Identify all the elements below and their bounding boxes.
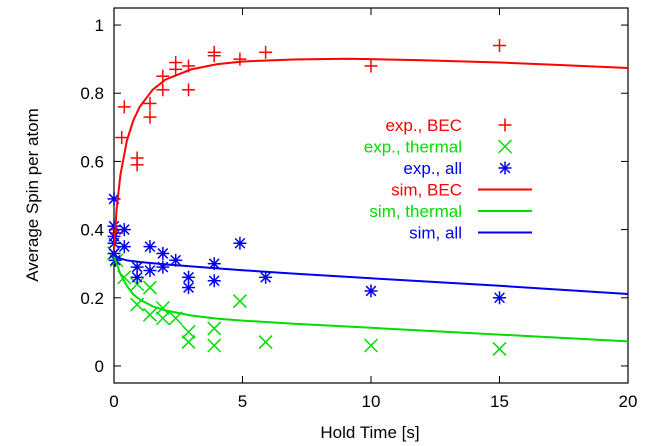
data-point xyxy=(259,45,273,59)
series-sim-all xyxy=(113,252,629,295)
y-tick-label: 0.6 xyxy=(80,152,104,171)
series-sim-bec xyxy=(113,57,629,251)
data-point xyxy=(182,270,196,284)
legend-label: exp., BEC xyxy=(385,116,462,135)
data-point xyxy=(493,39,506,52)
data-point xyxy=(169,253,183,267)
y-tick-label: 0.4 xyxy=(80,221,104,240)
data-point xyxy=(155,311,170,326)
y-axis-label: Average Spin per atom xyxy=(23,108,42,282)
y-tick-label: 0 xyxy=(95,357,104,376)
data-point xyxy=(259,270,273,284)
x-tick-label: 0 xyxy=(109,392,118,411)
legend-label: sim, all xyxy=(409,224,462,243)
legend-marker-sample xyxy=(497,139,513,154)
series-line xyxy=(113,57,629,251)
data-point xyxy=(142,280,158,295)
data-point xyxy=(143,96,157,110)
data-point xyxy=(207,321,222,336)
data-point xyxy=(232,294,247,309)
data-point xyxy=(364,59,378,73)
data-point xyxy=(492,341,507,356)
series-line xyxy=(113,256,629,343)
data-point xyxy=(115,131,129,145)
data-point xyxy=(233,236,247,250)
series-line xyxy=(113,252,629,295)
y-tick-label: 1 xyxy=(95,16,104,35)
x-tick-label: 10 xyxy=(362,392,381,411)
data-point xyxy=(143,264,157,277)
axis-ticks: 0 5 10 15 20 0 0.2 0.4 0.6 0.8 1 xyxy=(80,8,637,411)
data-point xyxy=(207,274,221,288)
data-point xyxy=(143,240,157,254)
y-tick-label: 0.2 xyxy=(80,289,104,308)
legend-label: exp., all xyxy=(403,159,462,178)
data-point xyxy=(156,246,170,260)
data-point xyxy=(156,83,170,97)
data-point xyxy=(181,324,196,339)
data-point xyxy=(493,291,506,305)
data-point xyxy=(258,335,273,350)
data-point xyxy=(363,338,379,353)
x-tick-label: 5 xyxy=(238,392,247,411)
data-point xyxy=(117,100,131,114)
legend-label: exp., thermal xyxy=(364,138,462,157)
legend-label: sim, BEC xyxy=(391,181,462,200)
data-point xyxy=(207,45,221,59)
x-axis-label: Hold Time [s] xyxy=(320,423,419,442)
data-point xyxy=(169,56,183,70)
data-point xyxy=(143,110,157,124)
legend-marker-sample xyxy=(498,161,512,175)
legend-marker-sample xyxy=(498,118,512,132)
data-point xyxy=(142,307,158,322)
data-point xyxy=(182,83,196,97)
data-point xyxy=(156,260,170,274)
data-point xyxy=(117,223,131,237)
data-point xyxy=(117,240,131,254)
data-point xyxy=(130,260,144,274)
data-point xyxy=(207,338,222,353)
series-exp-thermal xyxy=(106,246,507,356)
legend: exp., BEC exp., thermal exp., all sim, BEC s… xyxy=(364,116,532,243)
data-point xyxy=(233,52,247,66)
legend-label: sim, thermal xyxy=(369,202,462,221)
x-tick-label: 20 xyxy=(619,392,638,411)
series-sim-thermal xyxy=(113,256,629,343)
data-point xyxy=(364,284,378,298)
x-tick-label: 15 xyxy=(490,392,509,411)
data-point xyxy=(181,335,196,350)
data-series xyxy=(106,39,629,356)
y-tick-label: 0.8 xyxy=(80,84,104,103)
data-point xyxy=(130,151,144,165)
data-point xyxy=(155,300,170,316)
data-point xyxy=(130,277,145,292)
